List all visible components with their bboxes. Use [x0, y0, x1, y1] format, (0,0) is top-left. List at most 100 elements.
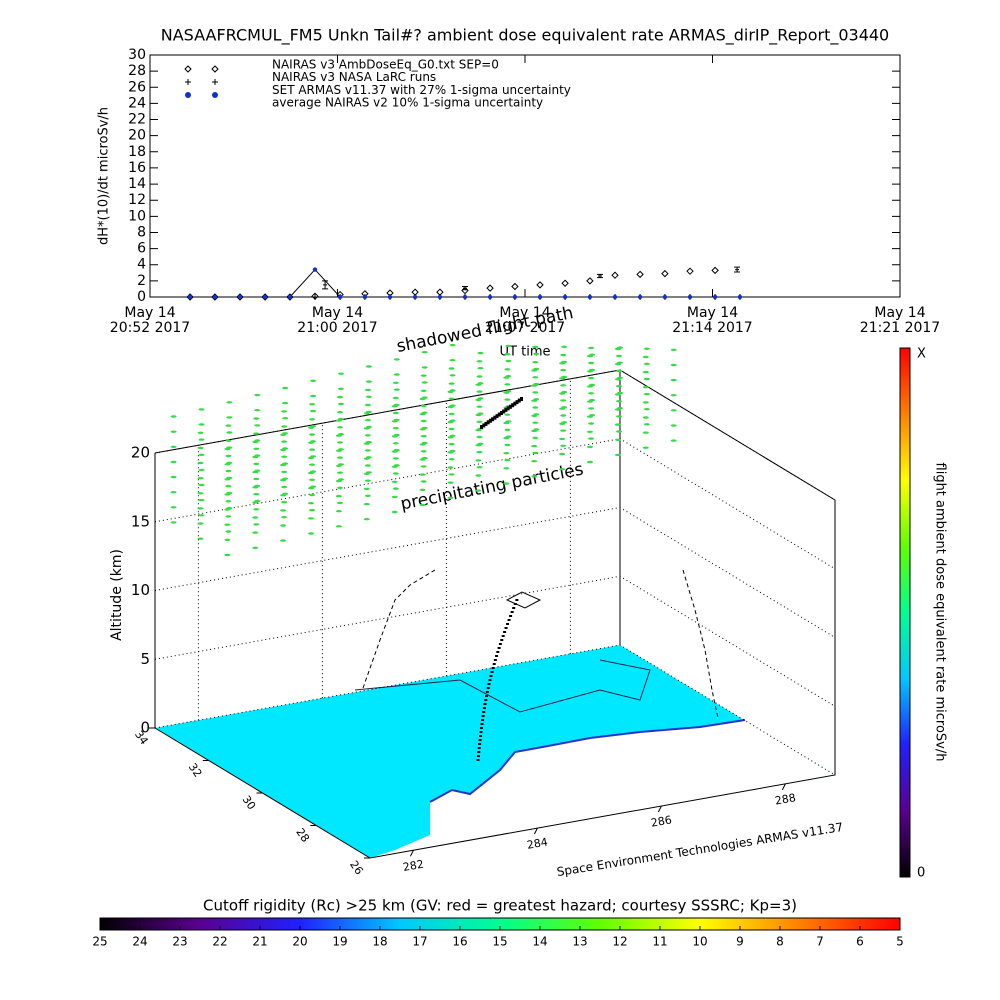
legend-label: NAIRAS v3 AmbDoseEq_G0.txt SEP=0 [272, 58, 499, 72]
particle [448, 458, 455, 461]
marker [561, 279, 569, 287]
y-tick-label: 8 [137, 224, 146, 240]
particle [253, 462, 260, 466]
particle [447, 496, 454, 499]
flight-point [482, 711, 486, 713]
particle [477, 382, 484, 385]
flight-point [482, 423, 486, 428]
flight-point [515, 400, 519, 405]
particle [587, 460, 593, 464]
flight-point [491, 417, 495, 422]
y-tick-label: 32 [186, 761, 205, 780]
particle [642, 355, 649, 359]
particle [421, 396, 428, 399]
y-tick-label: 30 [128, 47, 146, 63]
error-bar [734, 266, 741, 273]
particle [310, 470, 317, 473]
particle [365, 425, 372, 429]
particle [364, 464, 371, 467]
marker [487, 294, 493, 300]
particle [617, 376, 623, 379]
particle [589, 353, 596, 356]
particle [197, 492, 204, 495]
particle [225, 439, 232, 442]
particle [197, 537, 204, 540]
particle [365, 395, 372, 398]
particle [226, 476, 233, 480]
particle [254, 499, 261, 503]
tick-mark [409, 850, 414, 857]
particle [253, 417, 260, 420]
flight-point [491, 667, 495, 669]
particle [420, 480, 427, 483]
flight-point [506, 406, 510, 411]
flight-point [501, 635, 505, 637]
particle [282, 386, 289, 390]
particle [254, 454, 261, 457]
x-tick-label: 284 [526, 835, 549, 851]
colorbar-tick-label: 23 [172, 935, 187, 949]
marker [462, 294, 468, 300]
particle [476, 405, 483, 408]
particle [561, 390, 568, 394]
grid-line [154, 506, 836, 638]
particle [670, 348, 677, 351]
colorbar-tick-label: 6 [856, 935, 864, 949]
marker [312, 267, 318, 272]
particle [364, 403, 371, 407]
particle [392, 442, 399, 445]
particle [364, 434, 371, 437]
annotation: precipitating particles [399, 459, 585, 514]
particle [338, 463, 344, 466]
particle [533, 398, 540, 401]
particle [338, 387, 344, 390]
y-tick-label: 16 [128, 160, 146, 176]
particle [170, 506, 177, 509]
particle [532, 436, 539, 439]
legend-label: NAIRAS v3 NASA LaRC runs [272, 70, 436, 84]
particle [198, 438, 205, 441]
particle [170, 460, 177, 464]
colorbar-tick-label: 5 [896, 935, 904, 949]
particle [560, 414, 567, 417]
particle [614, 423, 621, 426]
flight-point [485, 695, 489, 697]
particle [614, 453, 621, 457]
particle [448, 427, 455, 431]
particle [505, 435, 512, 438]
y-tick-label: 26 [128, 79, 146, 95]
particle [670, 424, 677, 427]
marker [637, 294, 643, 300]
particle [253, 477, 260, 481]
particle [533, 382, 540, 386]
particle [393, 388, 400, 391]
particle [670, 363, 677, 367]
colorbar-tick-label: 22 [212, 935, 227, 949]
particle [587, 445, 593, 449]
legend-symbol [212, 92, 218, 98]
particle [532, 376, 539, 379]
colorbar-title: flight ambient dose equivalent rate micr… [933, 463, 948, 762]
particle [282, 417, 289, 420]
x-tick-label: 282 [402, 858, 425, 874]
particle [253, 447, 260, 450]
particle [309, 493, 316, 497]
particle [226, 416, 233, 419]
particle [643, 377, 650, 381]
colorbar-tick-label: 19 [332, 935, 347, 949]
marker [387, 294, 393, 300]
flight-point [476, 755, 480, 757]
particle [421, 381, 428, 384]
annotation: Space Environment Technologies ARMAS v11… [556, 820, 844, 879]
colorbar-tick-label: 15 [492, 935, 507, 949]
y-tick-label: 12 [128, 192, 146, 208]
particle [198, 408, 205, 411]
particle [560, 429, 567, 432]
particle [365, 440, 372, 444]
particle [533, 352, 540, 356]
particle [226, 506, 233, 510]
particle [617, 391, 623, 395]
legend-symbol [184, 65, 192, 73]
